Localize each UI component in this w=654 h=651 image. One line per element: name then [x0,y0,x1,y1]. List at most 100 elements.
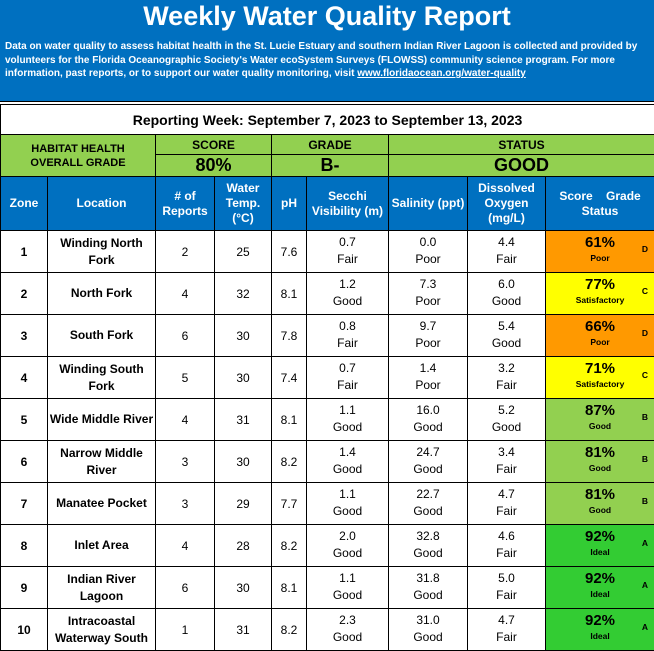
secchi-value: 1.4 [307,444,388,461]
temp-cell: 30 [215,315,272,357]
do-value: 5.4 [468,318,545,335]
do-rating: Good [468,293,545,310]
secchi-rating: Good [307,293,388,310]
do-rating: Fair [468,461,545,478]
ph-cell: 8.1 [272,567,307,609]
zone-cell: 6 [1,441,48,483]
salinity-value: 32.8 [389,528,467,545]
status-value: Good [546,504,654,516]
salinity-rating: Good [389,587,467,604]
score-value: 92% [546,567,654,588]
salinity-value: 24.7 [389,444,467,461]
secchi-rating: Fair [307,377,388,394]
col-location: Location [48,177,156,231]
overall-status: GOOD [389,155,654,177]
do-rating: Fair [468,587,545,604]
temp-cell: 30 [215,357,272,399]
score-value: 81% [546,441,654,462]
salinity-rating: Good [389,419,467,436]
score-value: 81% [546,483,654,504]
location-cell: Intracoastal Waterway South [48,609,156,651]
reports-cell: 4 [156,525,215,567]
grade-value: C [642,286,648,296]
reports-cell: 1 [156,609,215,651]
secchi-rating: Good [307,461,388,478]
score-value: 92% [546,609,654,630]
score-value: 77% [546,273,654,294]
location-cell: Inlet Area [48,525,156,567]
grade-value: C [642,370,648,380]
score-value: 71% [546,357,654,378]
salinity-rating: Good [389,545,467,562]
secchi-value: 1.1 [307,402,388,419]
location-cell: Manatee Pocket [48,483,156,525]
do-rating: Fair [468,251,545,268]
description-text: Data on water quality to assess habitat … [5,41,637,79]
salinity-value: 31.8 [389,570,467,587]
reports-cell: 5 [156,357,215,399]
do-value: 4.7 [468,486,545,503]
do-rating: Fair [468,545,545,562]
zone-cell: 1 [1,231,48,273]
reports-cell: 3 [156,483,215,525]
zone-cell: 4 [1,357,48,399]
location-cell: Indian River Lagoon [48,567,156,609]
salinity-value: 1.4 [389,360,467,377]
zone-cell: 8 [1,525,48,567]
grade-value: B [642,412,648,422]
secchi-rating: Good [307,419,388,436]
ph-cell: 8.2 [272,609,307,651]
secchi-rating: Good [307,587,388,604]
salinity-rating: Good [389,629,467,646]
status-value: Satisfactory [546,378,654,390]
temp-cell: 25 [215,231,272,273]
zone-cell: 5 [1,399,48,441]
temp-cell: 30 [215,567,272,609]
status-value: Ideal [546,630,654,642]
secchi-value: 1.2 [307,276,388,293]
do-value: 4.6 [468,528,545,545]
grade-value: B [642,454,648,464]
status-value: Ideal [546,588,654,600]
status-value: Poor [546,336,654,348]
water-quality-link[interactable]: www.floridaocean.org/water-quality [357,68,526,79]
location-cell: Winding North Fork [48,231,156,273]
temp-cell: 32 [215,273,272,315]
do-value: 6.0 [468,276,545,293]
ph-cell: 7.4 [272,357,307,399]
ph-cell: 7.6 [272,231,307,273]
do-value: 3.2 [468,360,545,377]
salinity-rating: Poor [389,377,467,394]
status-value: Good [546,420,654,432]
salinity-value: 0.0 [389,234,467,251]
grade-value: A [642,622,648,632]
